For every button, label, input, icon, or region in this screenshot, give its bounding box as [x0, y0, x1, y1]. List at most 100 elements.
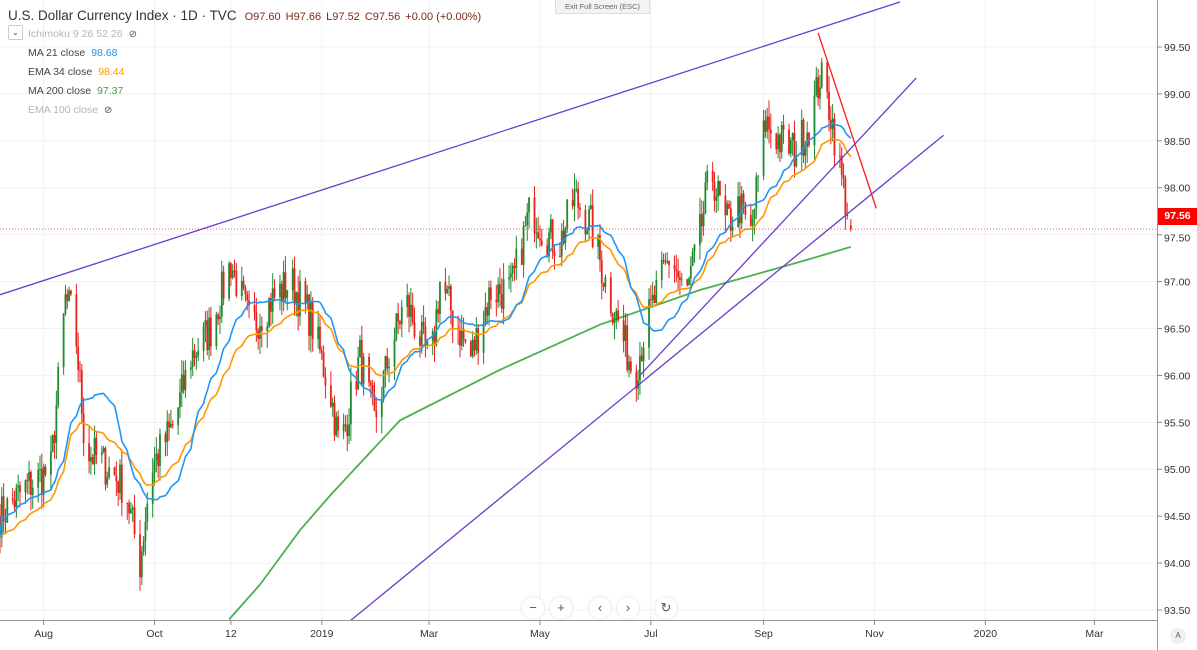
candle — [31, 479, 34, 509]
candle — [840, 147, 843, 186]
candle-body — [655, 280, 658, 304]
candle — [206, 310, 209, 356]
candle — [157, 448, 160, 479]
candle-body — [791, 133, 794, 141]
candle — [611, 312, 614, 326]
candle-body — [384, 356, 387, 372]
candle-body — [140, 551, 143, 578]
candle-body — [329, 385, 332, 407]
candle-body — [371, 385, 374, 395]
candle-body — [613, 320, 616, 323]
candle — [177, 407, 180, 435]
auto-scale-button[interactable]: A — [1170, 628, 1186, 644]
candles-layer — [0, 58, 852, 591]
time-tick-label: 2019 — [310, 628, 334, 640]
candle-body — [26, 480, 29, 482]
candle — [229, 262, 232, 286]
ma200-layer — [228, 246, 852, 620]
candle — [691, 247, 694, 267]
candle — [664, 253, 667, 266]
candle — [159, 428, 161, 481]
time-tick-label: Mar — [420, 628, 439, 640]
candle-body — [142, 540, 145, 552]
price-axis[interactable]: 93.50 94.00 94.50 95.00 95.50 96.00 96.50 97.00… — [1157, 42, 1190, 617]
candle — [844, 175, 847, 230]
candle — [551, 219, 554, 260]
candle — [715, 188, 718, 214]
indicator-ema100[interactable]: EMA 100 close ⊘ — [8, 101, 481, 120]
candle-body — [220, 271, 223, 317]
candle-body — [235, 270, 238, 297]
candle — [599, 223, 601, 272]
candle-body — [584, 210, 587, 235]
candle-body — [311, 302, 314, 340]
candle-body — [348, 424, 350, 437]
candle — [260, 316, 263, 348]
zoom-out-button[interactable]: − — [522, 597, 544, 619]
indicator-ichimoku[interactable]: Ichimoku 9 26 52 26 ⊘ — [8, 25, 481, 44]
candle — [55, 390, 58, 460]
candle — [228, 261, 230, 302]
candle-body — [524, 225, 527, 227]
support-line-long[interactable] — [350, 134, 944, 621]
candle — [724, 184, 727, 232]
candle — [62, 312, 65, 375]
ma21-line — [0, 121, 852, 538]
trendlines-layer[interactable] — [0, 1, 1157, 621]
candle-body — [19, 485, 21, 493]
candle — [591, 189, 594, 249]
candle-body — [653, 294, 656, 304]
indicator-ma200[interactable]: MA 200 close 97.37 — [8, 82, 481, 101]
change-value: +0.00 (+0.00%) — [405, 11, 482, 23]
candle — [849, 218, 852, 232]
candle — [622, 304, 625, 353]
indicator-ma21[interactable]: MA 21 close 98.68 — [8, 44, 481, 63]
candle — [324, 367, 327, 399]
candle — [368, 353, 370, 388]
candle — [437, 301, 440, 323]
candle — [717, 175, 720, 212]
candle-body — [179, 392, 181, 408]
candle — [422, 305, 425, 334]
candle-body — [317, 326, 320, 340]
candle — [609, 271, 612, 317]
scroll-left-button[interactable]: ‹ — [589, 597, 611, 619]
eye-hidden-icon[interactable]: ⊘ — [104, 105, 113, 116]
support-line-steep[interactable] — [639, 77, 917, 376]
exit-fullscreen-button[interactable]: Exit Full Screen (ESC) — [555, 0, 650, 14]
candle — [273, 279, 276, 302]
eye-hidden-icon[interactable]: ⊘ — [128, 29, 137, 40]
candle — [342, 413, 345, 440]
candle — [202, 321, 205, 362]
downtrend-line[interactable] — [817, 32, 877, 209]
candle-body — [131, 507, 134, 510]
candle-body — [628, 361, 630, 370]
candle — [688, 276, 690, 286]
scroll-right-button[interactable]: › — [617, 597, 639, 619]
time-axis[interactable]: Aug Oct 12 2019 Mar May Jul Sep Nov 2020 Mar — [34, 620, 1104, 640]
candle — [64, 284, 67, 316]
price-tick-label: 99.50 — [1164, 42, 1190, 54]
candle — [191, 337, 194, 376]
candle-body — [360, 340, 363, 385]
candle — [577, 181, 580, 220]
collapse-indicators-toggle[interactable]: ⌄ — [8, 25, 23, 40]
candle — [648, 288, 650, 360]
candle-body — [615, 310, 618, 321]
candle — [182, 360, 185, 394]
candle — [459, 318, 461, 358]
candle-body — [609, 277, 612, 314]
upper-channel-line[interactable] — [0, 1, 901, 296]
candle-body — [489, 287, 492, 300]
candle-body — [151, 472, 154, 504]
reset-chart-button[interactable]: ↻ — [655, 597, 677, 619]
ma200-line — [228, 246, 852, 620]
zoom-in-button[interactable]: + — [550, 597, 572, 619]
candle — [846, 202, 849, 220]
candle — [369, 380, 372, 398]
candle — [439, 281, 441, 324]
candle — [768, 100, 770, 144]
indicator-ema34[interactable]: EMA 34 close 98.44 — [8, 63, 481, 82]
symbol-title[interactable]: U.S. Dollar Currency Index · 1D · TVC — [8, 8, 237, 23]
